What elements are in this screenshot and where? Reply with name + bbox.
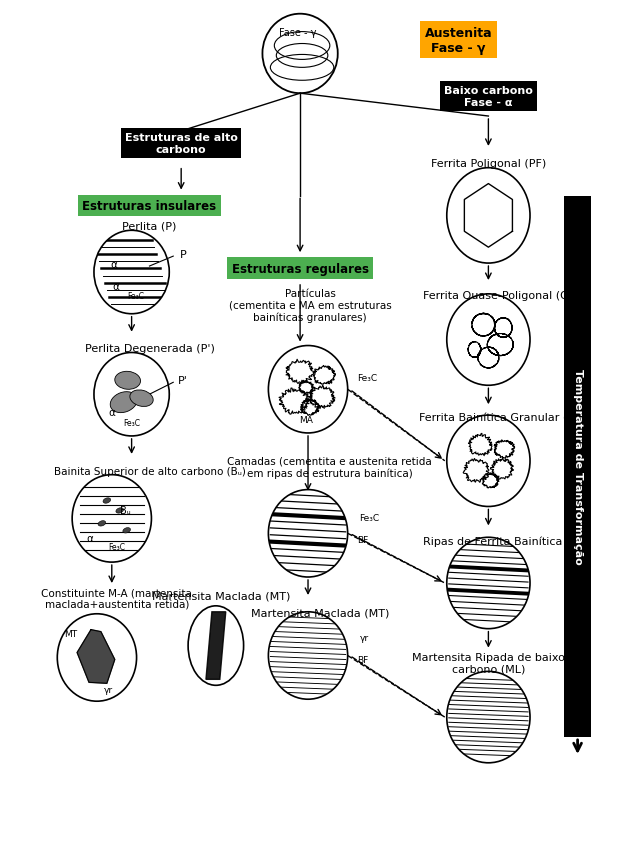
Text: α: α <box>111 260 117 270</box>
Text: Ferrita Poligonal (PF): Ferrita Poligonal (PF) <box>431 159 546 169</box>
Text: Ferrita Bainítica Granular (GF): Ferrita Bainítica Granular (GF) <box>419 413 587 422</box>
Text: MA: MA <box>299 415 313 424</box>
Text: MT: MT <box>65 630 78 638</box>
Text: P': P' <box>178 376 188 386</box>
Text: BF: BF <box>358 655 369 664</box>
Text: Martensita Ripada de baixo
carbono (ML): Martensita Ripada de baixo carbono (ML) <box>412 652 565 674</box>
Ellipse shape <box>123 528 130 533</box>
Text: Baixo carbono
Fase - α: Baixo carbono Fase - α <box>444 86 533 107</box>
Ellipse shape <box>110 392 137 413</box>
Text: Fe₃C: Fe₃C <box>108 542 125 551</box>
Text: γr: γr <box>360 634 369 642</box>
Bar <box>564 196 591 737</box>
Ellipse shape <box>116 508 124 514</box>
Text: α: α <box>108 408 116 418</box>
Text: BF: BF <box>358 535 369 544</box>
Ellipse shape <box>446 537 530 629</box>
Text: α: α <box>86 534 93 543</box>
Text: Estruturas insulares: Estruturas insulares <box>83 200 217 212</box>
Ellipse shape <box>446 671 530 763</box>
Text: Fe₃C: Fe₃C <box>123 418 140 427</box>
Text: γr: γr <box>104 685 114 694</box>
Ellipse shape <box>103 498 111 503</box>
Text: Estruturas de alto
carbono: Estruturas de alto carbono <box>125 133 238 154</box>
Ellipse shape <box>115 372 140 390</box>
Ellipse shape <box>268 612 348 699</box>
Text: Ripas de Ferrita Bainítica (BF): Ripas de Ferrita Bainítica (BF) <box>424 536 589 546</box>
Text: P: P <box>179 250 186 260</box>
Text: Fe₃C: Fe₃C <box>360 514 379 522</box>
Polygon shape <box>77 630 115 683</box>
Text: Ferrita Quase-Poligonal (QF): Ferrita Quase-Poligonal (QF) <box>423 291 579 300</box>
Polygon shape <box>206 612 226 680</box>
Text: Estruturas regulares: Estruturas regulares <box>232 262 369 276</box>
Text: Bᵤ: Bᵤ <box>120 506 130 516</box>
Ellipse shape <box>98 521 106 526</box>
Text: Temperatura de Transformação: Temperatura de Transformação <box>573 369 582 565</box>
Text: α: α <box>112 281 119 292</box>
Text: Martensita Maclada (MT): Martensita Maclada (MT) <box>152 591 290 601</box>
Text: Camadas (cementita e austenita retida
em ripas de estrutura bainítica): Camadas (cementita e austenita retida em… <box>227 456 432 479</box>
Text: Fe₃C: Fe₃C <box>358 374 378 382</box>
Text: Partículas
(cementita e MA em estruturas
bainíticas granulares): Partículas (cementita e MA em estruturas… <box>229 288 391 322</box>
Text: Constituinte M-A (martensita
maclada+austentita retida): Constituinte M-A (martensita maclada+aus… <box>42 588 192 609</box>
Text: Austenita
Fase - γ: Austenita Fase - γ <box>425 26 492 55</box>
Ellipse shape <box>130 391 153 407</box>
Text: Fase - γ: Fase - γ <box>279 27 317 38</box>
Text: Bainita Superior de alto carbono (Bᵤ): Bainita Superior de alto carbono (Bᵤ) <box>53 466 245 476</box>
Text: Martensita Maclada (MT): Martensita Maclada (MT) <box>251 608 389 618</box>
Text: Fe₃C: Fe₃C <box>127 292 144 301</box>
Text: Perlita (P): Perlita (P) <box>122 221 176 231</box>
Ellipse shape <box>268 490 348 577</box>
Text: Perlita Degenerada (P'): Perlita Degenerada (P') <box>84 343 214 353</box>
